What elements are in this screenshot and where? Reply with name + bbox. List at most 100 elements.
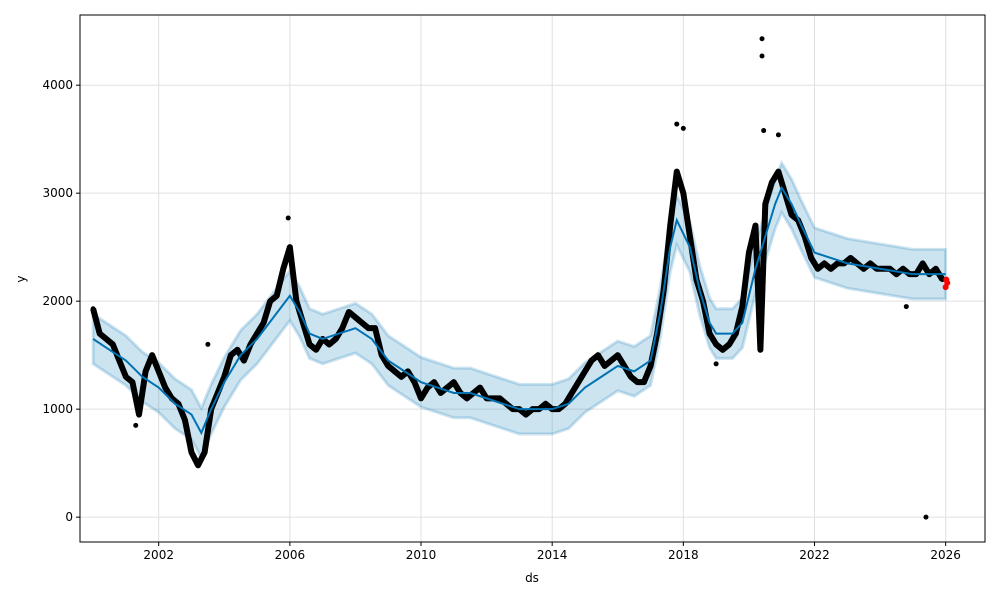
observed-point xyxy=(595,352,601,358)
observed-point xyxy=(634,379,640,385)
observed-point xyxy=(808,255,814,261)
observed-point xyxy=(674,121,680,127)
y-tick-label: 0 xyxy=(65,510,73,524)
observed-point xyxy=(762,201,768,207)
observed-point xyxy=(867,260,873,266)
observed-point xyxy=(713,361,719,367)
x-tick-label: 2022 xyxy=(799,548,830,562)
x-tick-label: 2010 xyxy=(406,548,437,562)
observed-point xyxy=(254,331,260,337)
x-axis-label: ds xyxy=(525,571,539,585)
observed-point xyxy=(759,53,765,59)
observed-point xyxy=(933,266,939,272)
observed-point xyxy=(641,379,647,385)
observed-point xyxy=(234,347,240,353)
observed-point xyxy=(739,304,745,310)
observed-point xyxy=(116,358,122,364)
observed-point xyxy=(834,260,840,266)
observed-point xyxy=(133,422,139,428)
x-tick-label: 2018 xyxy=(668,548,699,562)
observed-point xyxy=(680,125,686,131)
observed-point xyxy=(359,320,365,326)
observed-point xyxy=(202,449,208,455)
uncertainty-band xyxy=(91,159,948,462)
observed-point xyxy=(438,390,444,396)
observed-point xyxy=(103,336,109,342)
observed-point xyxy=(444,385,450,391)
observed-point xyxy=(182,417,188,423)
observed-point xyxy=(821,260,827,266)
observed-point xyxy=(195,462,201,468)
observed-point xyxy=(228,352,234,358)
observed-point xyxy=(307,341,313,347)
observed-point xyxy=(569,390,575,396)
observed-point xyxy=(129,379,135,385)
observed-point xyxy=(285,215,291,221)
observed-point xyxy=(759,36,765,42)
observed-point xyxy=(726,341,732,347)
x-tick-label: 2006 xyxy=(275,548,306,562)
observed-point xyxy=(97,331,103,337)
observed-point xyxy=(848,255,854,261)
observed-point xyxy=(903,304,909,310)
observed-point xyxy=(674,169,680,175)
observed-point xyxy=(775,132,781,138)
x-tick-label: 2014 xyxy=(537,548,568,562)
observed-point xyxy=(815,266,821,272)
observed-point xyxy=(123,374,129,380)
observed-point xyxy=(543,401,549,407)
observed-point xyxy=(431,379,437,385)
observed-point xyxy=(143,368,149,374)
y-tick-label: 2000 xyxy=(42,294,73,308)
observed-point xyxy=(366,325,372,331)
observed-point xyxy=(893,271,899,277)
y-tick-label: 1000 xyxy=(42,402,73,416)
observed-point xyxy=(418,395,424,401)
forecast-line xyxy=(92,185,946,436)
observed-point xyxy=(828,266,834,272)
future-point xyxy=(944,279,951,286)
observed-point xyxy=(136,412,142,418)
axis-ticks: 2002 2006 2010 2014 2018 2022 2026 0 1000 2000 300… xyxy=(42,78,960,562)
observed-point xyxy=(589,358,595,364)
observed-point xyxy=(920,260,926,266)
observed-point xyxy=(667,223,673,229)
observed-point xyxy=(608,358,614,364)
observed-point xyxy=(861,266,867,272)
observed-point xyxy=(352,314,358,320)
observed-point xyxy=(923,514,929,520)
yhat-line xyxy=(92,185,946,436)
observed-point xyxy=(241,358,247,364)
observed-point xyxy=(761,128,767,134)
observed-point xyxy=(775,169,781,175)
observed-point xyxy=(205,341,211,347)
observed-point xyxy=(411,379,417,385)
observed-point xyxy=(372,325,378,331)
observed-point xyxy=(149,352,155,358)
observed-point xyxy=(221,374,227,380)
observed-point xyxy=(267,298,273,304)
observed-point xyxy=(707,331,713,337)
observed-point xyxy=(451,379,457,385)
observed-point xyxy=(392,368,398,374)
observed-point xyxy=(280,266,286,272)
observed-point xyxy=(477,385,483,391)
y-tick-label: 4000 xyxy=(42,78,73,92)
x-tick-label: 2002 xyxy=(143,548,174,562)
observed-point xyxy=(575,379,581,385)
observed-point xyxy=(90,306,96,312)
y-axis-label: y xyxy=(14,275,28,282)
observed-point xyxy=(769,179,775,185)
observed-point xyxy=(648,363,654,369)
observed-point xyxy=(720,347,726,353)
axes-frame xyxy=(79,14,986,543)
observed-point xyxy=(333,336,339,342)
observed-point xyxy=(523,412,529,418)
observed-point xyxy=(746,250,752,256)
x-tick-label: 2026 xyxy=(930,548,961,562)
observed-point xyxy=(582,368,588,374)
observed-point xyxy=(385,363,391,369)
observed-point xyxy=(274,293,280,299)
future-points xyxy=(942,276,951,291)
